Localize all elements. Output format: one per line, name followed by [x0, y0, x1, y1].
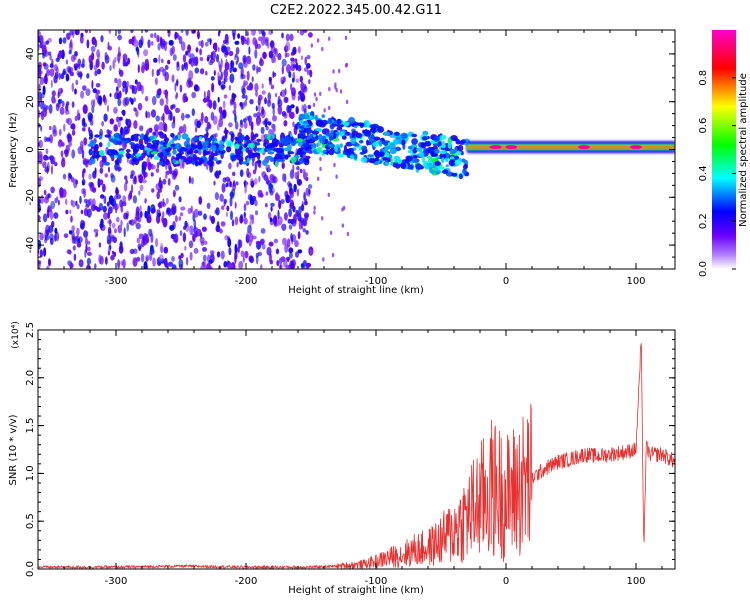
- snr-frame: [37, 329, 676, 570]
- snr-multiplier: (x10⁴): [11, 321, 21, 348]
- x-tick-label: -300: [105, 576, 128, 587]
- spectrogram-xlabel: Height of straight line (km): [288, 285, 424, 296]
- x-tick-label: -200: [235, 576, 258, 587]
- y-tick-label: 20: [25, 95, 36, 108]
- snr-axes: -300 -200 -100 0 100 0.0 0.5 1.0 1.5 2.0 2.5: [25, 322, 675, 587]
- spectrogram-ylabel: Frequency (Hz): [8, 112, 19, 188]
- y-tick-label: 1.0: [25, 465, 36, 481]
- y-tick-label: 2.5: [25, 322, 36, 338]
- y-tick-label: 0: [25, 146, 36, 152]
- x-tick-label: -300: [105, 276, 128, 287]
- colorbar-tick-label: 0.0: [698, 261, 709, 277]
- colorbar-ticks: 0.0 0.2 0.4 0.6 0.8: [698, 70, 736, 277]
- colorbar-tick-label: 0.2: [698, 213, 709, 229]
- x-tick-label: -100: [365, 576, 388, 587]
- colorbar-tick-label: 0.6: [698, 118, 709, 134]
- colorbar-gradient: [712, 30, 736, 269]
- x-tick-label: -200: [235, 276, 258, 287]
- x-tick-label: -100: [365, 276, 388, 287]
- figure-title: C2E2.2022.345.00.42.G11: [270, 3, 442, 18]
- colorbar-tick-label: 0.4: [698, 165, 709, 181]
- y-tick-label: -20: [25, 189, 36, 205]
- y-tick-label: 2.0: [25, 370, 36, 386]
- y-tick-label: 1.5: [25, 418, 36, 434]
- y-tick-label: 0.0: [25, 561, 36, 577]
- spectrogram-image: [38, 30, 675, 269]
- x-tick-label: 100: [626, 576, 645, 587]
- snr-ylabel: SNR (10 * v/v): [8, 414, 19, 485]
- snr-series-line: [38, 343, 675, 569]
- x-tick-label: 0: [503, 276, 509, 287]
- x-tick-label: 0: [503, 576, 509, 587]
- colorbar-label: Normalized spectral amplitude: [738, 73, 749, 227]
- y-tick-label: 0.5: [25, 513, 36, 529]
- snr-xlabel: Height of straight line (km): [288, 585, 424, 596]
- colorbar-tick-label: 0.8: [698, 70, 709, 86]
- snr-panel: -300 -200 -100 0 100 0.0 0.5 1.0 1.5 2.0 2.5 Heigh…: [8, 321, 676, 596]
- y-tick-label: 40: [25, 48, 36, 61]
- colorbar: 0.0 0.2 0.4 0.6 0.8 Normalized spectral ampl…: [698, 30, 749, 277]
- x-tick-label: 100: [626, 276, 645, 287]
- y-tick-label: -40: [25, 237, 36, 253]
